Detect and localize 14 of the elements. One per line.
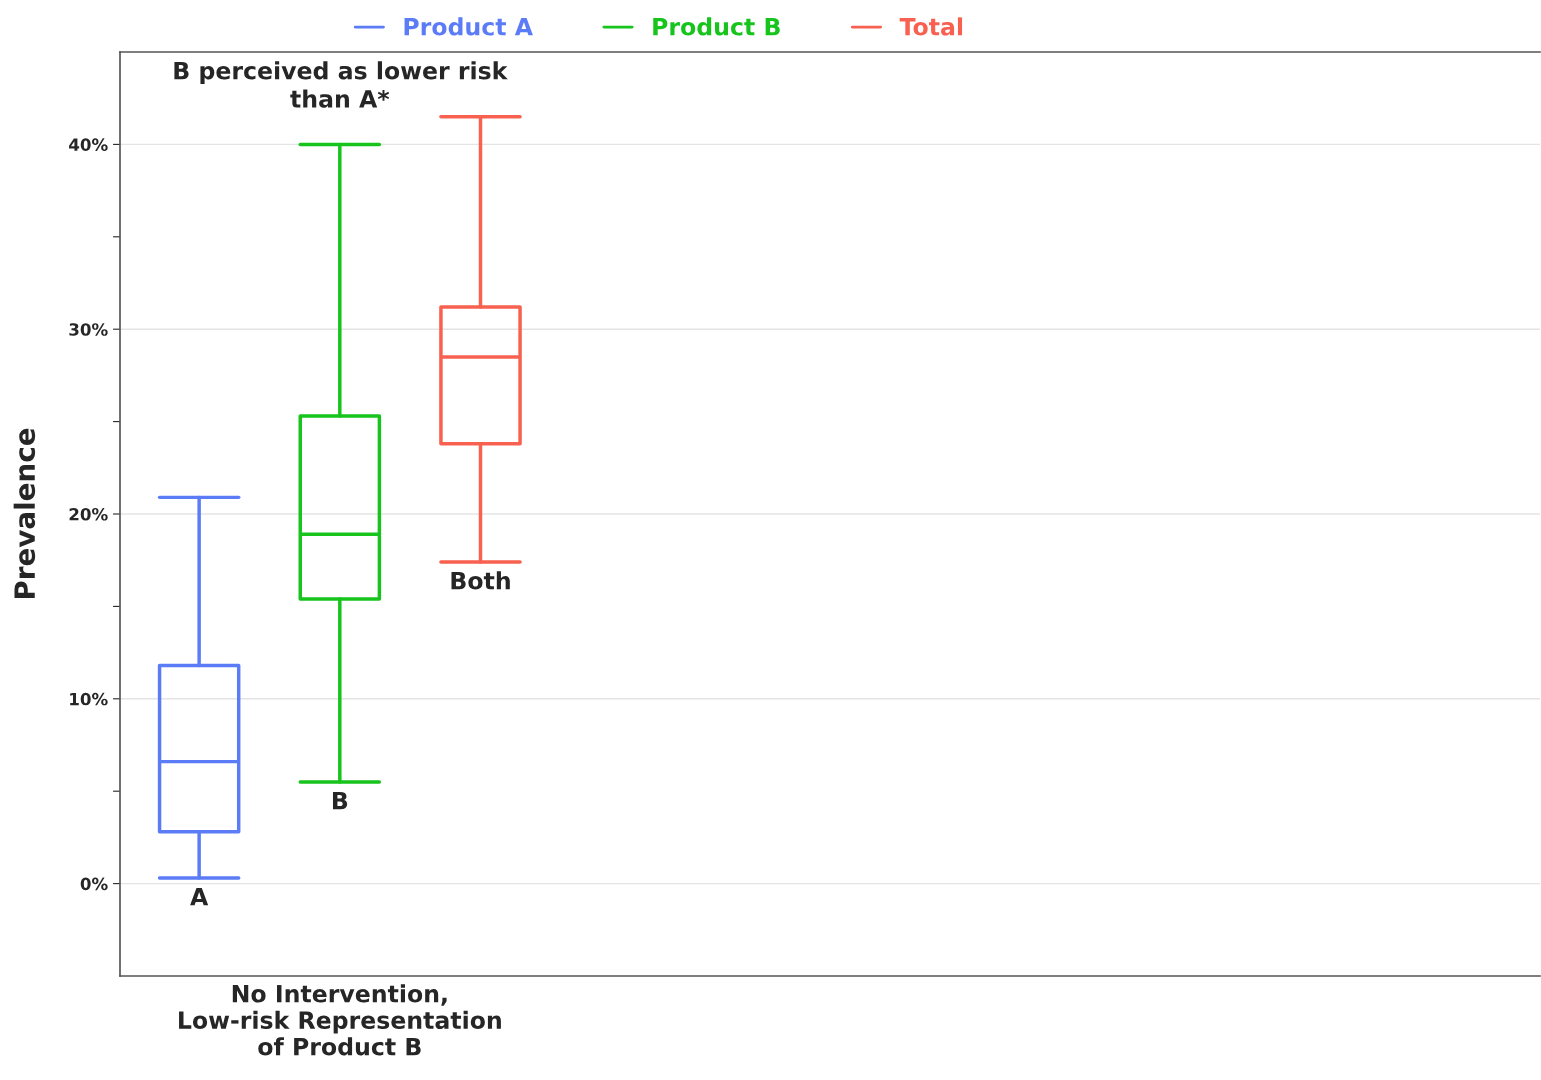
annotation: A bbox=[190, 888, 209, 906]
y-tick-label: 40% bbox=[69, 138, 108, 151]
y-axis-title: Prevalence bbox=[13, 428, 36, 599]
x-tick-label: No Intervention, Low-risk Representation of Product B bbox=[179, 984, 501, 1056]
legend-label: Product A bbox=[404, 17, 533, 36]
y-tick-label: 10% bbox=[70, 692, 108, 706]
y-tick-label: 0% bbox=[80, 877, 108, 891]
legend-label: Total bbox=[899, 17, 963, 36]
legend-label: Product B bbox=[653, 17, 780, 36]
annotation: B perceived as lower risk than A* bbox=[174, 61, 508, 108]
annotation: B bbox=[332, 791, 348, 810]
annotation: Both bbox=[451, 571, 510, 590]
y-tick-label: 20% bbox=[69, 507, 108, 521]
y-tick-label: 30% bbox=[69, 323, 108, 336]
